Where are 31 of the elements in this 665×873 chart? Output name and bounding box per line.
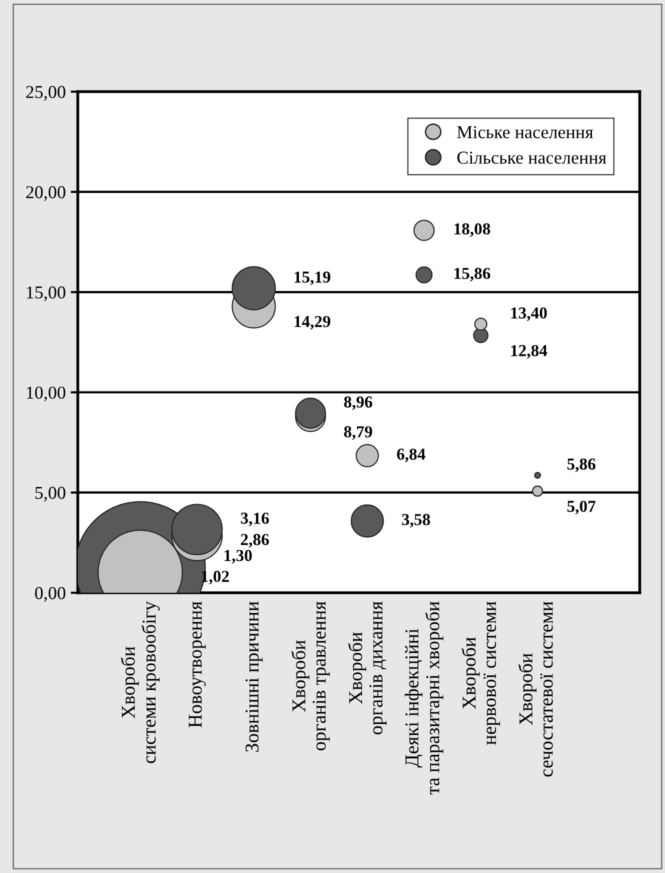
y-tick-label: 20,00 bbox=[26, 186, 66, 201]
legend-label: Сільське населення bbox=[457, 152, 606, 164]
x-tick-label: Хвороби сечостатевої системи bbox=[518, 602, 553, 777]
data-label: 3,58 bbox=[402, 514, 430, 528]
data-label: 8,79 bbox=[344, 426, 372, 440]
data-label: 15,86 bbox=[454, 268, 490, 282]
x-tick-label: Хвороби нервової системи bbox=[462, 602, 500, 745]
data-label: 12,84 bbox=[511, 344, 548, 359]
data-label: 8,96 bbox=[344, 396, 372, 410]
x-tick-label: Деякі інфекційні та паразитарні хвороби bbox=[404, 602, 444, 795]
data-label: 1,30 bbox=[224, 550, 252, 564]
y-tick-label: 25,00 bbox=[26, 86, 66, 101]
data-label: 13,40 bbox=[511, 307, 547, 322]
y-tick-label: 10,00 bbox=[26, 386, 66, 402]
y-tick-label: 0,00 bbox=[35, 587, 66, 602]
data-label: 5,86 bbox=[567, 458, 596, 472]
data-label: 14,29 bbox=[294, 316, 330, 330]
data-label: 3,16 bbox=[240, 512, 269, 526]
data-label: 15,19 bbox=[294, 272, 330, 286]
data-label: 18,08 bbox=[454, 223, 490, 237]
y-tick-label: 15,00 bbox=[26, 286, 66, 302]
data-label: 5,07 bbox=[567, 500, 596, 514]
x-tick-label: Зовнішні причини bbox=[246, 602, 263, 752]
x-tick-label: Хвороби органів дихання bbox=[348, 601, 386, 734]
data-label: 6,84 bbox=[397, 448, 426, 462]
x-tick-label: Новоутворення bbox=[188, 601, 206, 728]
y-tick-label: 5,00 bbox=[35, 486, 66, 502]
x-tick-label: Хвороби системи кровообігу bbox=[120, 601, 160, 764]
legend-label: Міське населення bbox=[457, 126, 594, 138]
data-label: 2,86 bbox=[240, 534, 269, 548]
x-tick-label: Хвороби органів травлення bbox=[291, 601, 330, 750]
